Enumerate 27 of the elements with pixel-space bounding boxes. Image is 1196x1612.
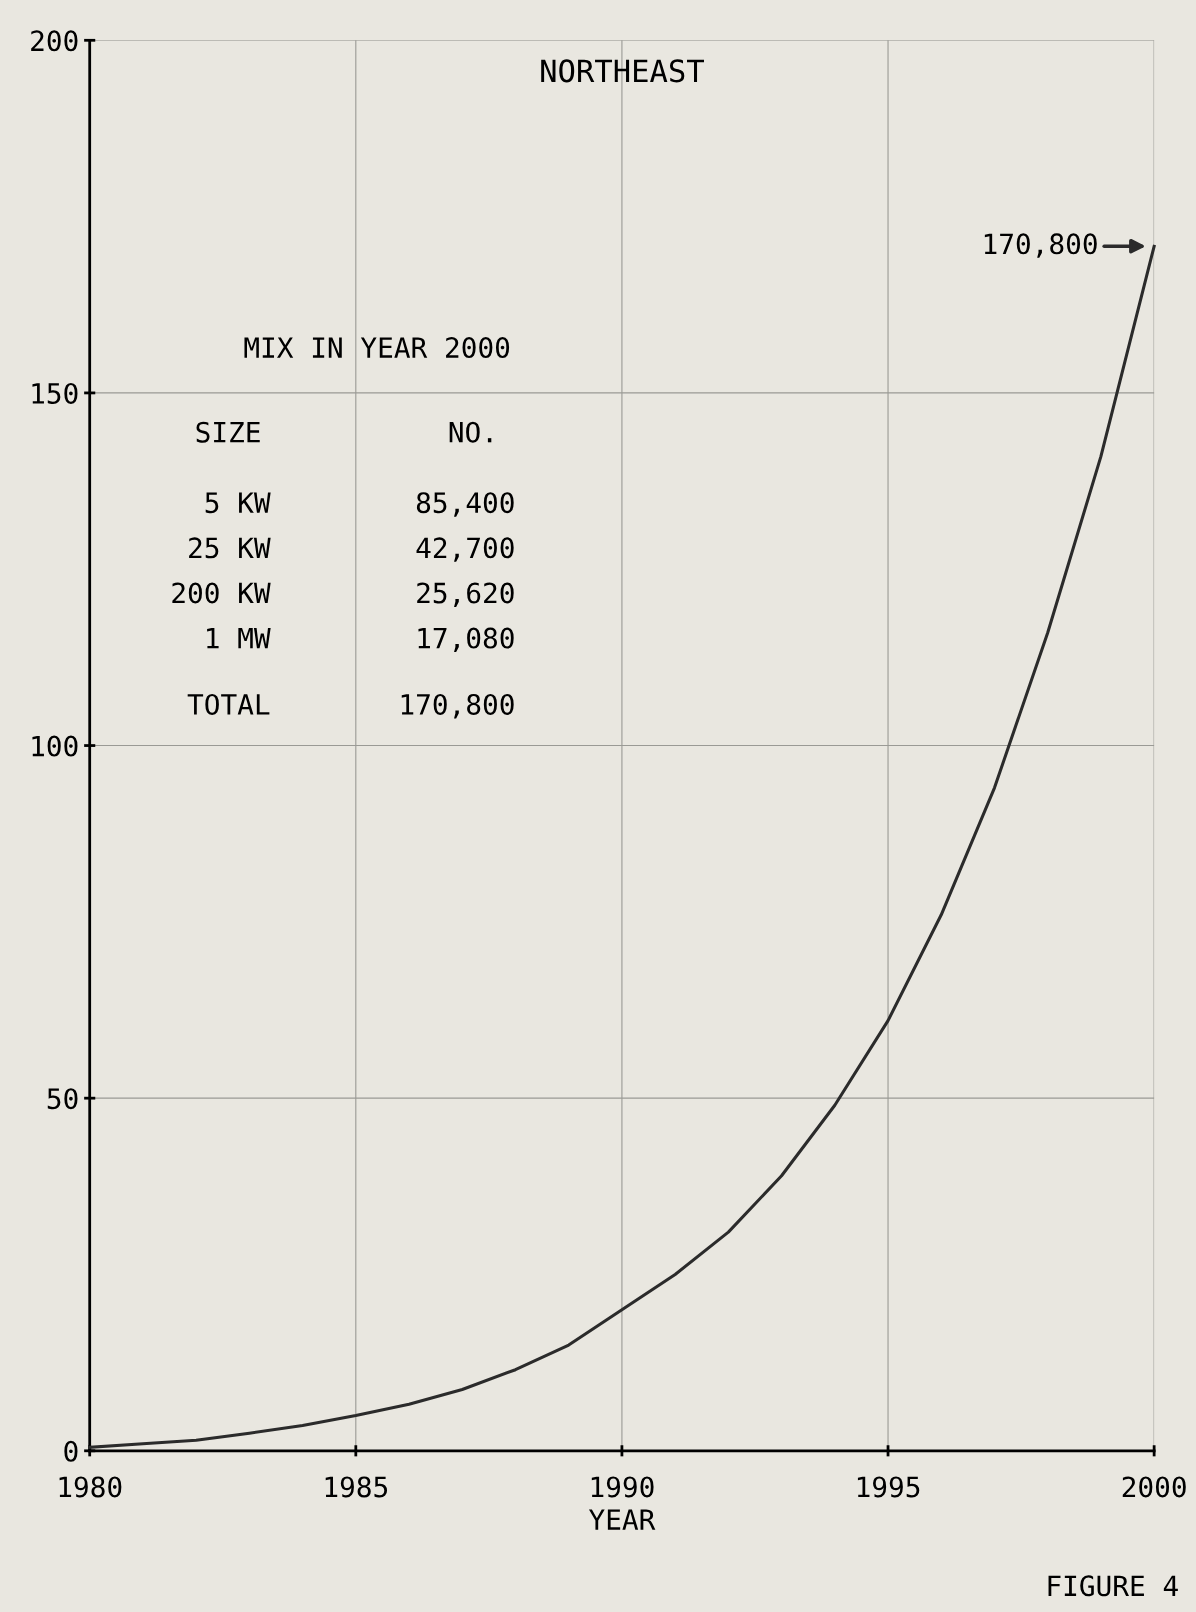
chart-title: NORTHEAST (541, 59, 704, 83)
y-tick-label: 50 (47, 1088, 78, 1110)
annotation: 1 MW (207, 627, 271, 649)
y-tick-label: 200 (31, 30, 78, 52)
annotation: 85,400 (416, 492, 514, 517)
y-tick-label: 150 (32, 382, 78, 404)
annotation: 25 KW (189, 537, 271, 559)
annotation: 42,700 (416, 537, 514, 562)
annotation: 5 KW (205, 492, 271, 514)
x-axis-title: YEAR (588, 1509, 656, 1530)
annotation: 25,620 (417, 582, 514, 607)
x-tick-label: 2000 (1122, 1476, 1186, 1498)
y-tick-label: 0 (64, 1440, 78, 1462)
annotation: MIX IN YEAR 2000 (244, 337, 510, 359)
annotation: TOTAL (187, 693, 270, 715)
annotation: NO. (449, 421, 492, 443)
annotation: 170,800 (401, 693, 514, 719)
x-tick-label: 1995 (857, 1476, 920, 1498)
annotation: 17,080 (418, 627, 514, 653)
caption: FIGURE 4 (1048, 1575, 1178, 1597)
x-tick-label: 1980 (59, 1476, 122, 1498)
y-tick-label: 100 (32, 735, 78, 757)
annotation: 200 KW (172, 582, 271, 604)
annotation: 170,800 (984, 233, 1097, 258)
x-tick-label: 1985 (325, 1476, 388, 1498)
x-tick-label: 1990 (591, 1476, 654, 1498)
annotation: SIZE (196, 421, 260, 443)
